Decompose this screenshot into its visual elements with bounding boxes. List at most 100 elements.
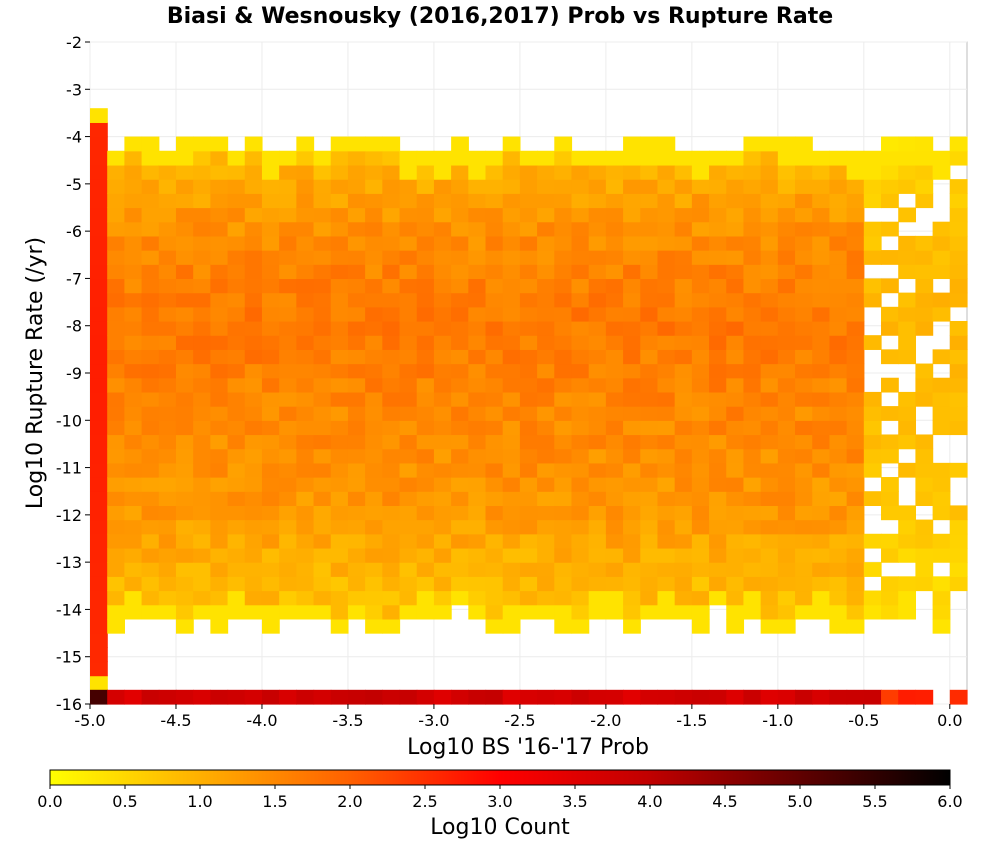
heatmap-cell — [468, 576, 487, 592]
heatmap-cell — [90, 136, 108, 152]
heatmap-cell — [881, 434, 899, 450]
heatmap-cell — [726, 547, 745, 563]
heatmap-cell — [949, 576, 968, 592]
heatmap-cell — [709, 576, 727, 592]
heatmap-cell — [777, 136, 796, 152]
heatmap-cell — [451, 363, 469, 379]
heatmap-cell — [502, 562, 521, 577]
heatmap-cell — [674, 590, 693, 606]
heatmap-cell — [829, 391, 848, 407]
heatmap-cell — [416, 349, 435, 365]
heatmap-cell — [674, 689, 693, 705]
x-axis-label: Log10 BS '16-'17 Prob — [407, 735, 649, 760]
heatmap-cell — [640, 448, 659, 464]
heatmap-cell — [863, 235, 882, 251]
heatmap-cell — [244, 136, 263, 152]
heatmap-cell — [502, 547, 521, 563]
heatmap-cell — [571, 519, 590, 535]
heatmap-cell — [141, 136, 160, 152]
heatmap-cell — [451, 562, 469, 577]
heatmap-cell — [279, 278, 297, 294]
heatmap-cell — [313, 235, 332, 251]
heatmap-cell — [726, 349, 745, 365]
heatmap-cell — [244, 689, 263, 705]
heatmap-cell — [365, 235, 383, 251]
heatmap-cell — [829, 618, 848, 634]
heatmap-cell — [90, 377, 108, 393]
heatmap-cell — [519, 221, 538, 237]
heatmap-cell — [760, 391, 779, 407]
heatmap-cell — [795, 448, 813, 464]
heatmap-cell — [674, 477, 693, 492]
heatmap-cell — [726, 306, 745, 322]
heatmap-cell — [399, 235, 418, 251]
heatmap-cell — [158, 320, 177, 336]
heatmap-cell — [313, 519, 332, 535]
heatmap-cell — [657, 292, 676, 308]
heatmap-cell — [90, 590, 108, 606]
heatmap-cell — [812, 292, 831, 308]
heatmap-cell — [502, 306, 521, 322]
heatmap-cell — [365, 448, 383, 464]
heatmap-cell — [502, 150, 521, 166]
colorbar-tick-label: 3.5 — [562, 792, 587, 811]
heatmap-cell — [107, 179, 125, 194]
heatmap-cell — [949, 207, 968, 223]
heatmap-cell — [605, 264, 624, 280]
heatmap-cell — [846, 320, 865, 336]
heatmap-cell — [193, 207, 211, 223]
heatmap-cell — [347, 590, 366, 606]
heatmap-cell — [124, 207, 143, 223]
heatmap-cell — [554, 604, 573, 620]
heatmap-cell — [210, 179, 229, 194]
heatmap-cell — [795, 420, 813, 436]
heatmap-cell — [519, 519, 538, 535]
heatmap-cell — [124, 562, 143, 577]
heatmap-cell — [605, 320, 624, 336]
heatmap-cell — [175, 547, 194, 563]
heatmap-cell — [537, 179, 555, 194]
heatmap-cell — [158, 533, 177, 549]
heatmap-cell — [330, 349, 349, 365]
heatmap-cell — [175, 150, 194, 166]
heatmap-cell — [691, 193, 710, 209]
heatmap-cell — [795, 306, 813, 322]
heatmap-cell — [399, 491, 418, 506]
heatmap-cell — [863, 420, 882, 436]
heatmap-cell — [175, 505, 194, 521]
heatmap-cell — [399, 448, 418, 464]
colorbar-tick-label: 1.5 — [262, 792, 287, 811]
heatmap-cell — [279, 406, 297, 421]
heatmap-cell — [90, 391, 108, 407]
heatmap-cell — [193, 533, 211, 549]
heatmap-cell — [863, 193, 882, 209]
heatmap-cell — [244, 150, 263, 166]
heatmap-cell — [795, 363, 813, 379]
x-tick-label: -3.5 — [332, 711, 363, 730]
heatmap-cell — [743, 533, 762, 549]
heatmap-cell — [795, 349, 813, 365]
heatmap-cell — [812, 363, 831, 379]
heatmap-cell — [124, 164, 143, 180]
heatmap-cell — [743, 136, 762, 152]
heatmap-cell — [175, 477, 194, 492]
heatmap-cell — [244, 462, 263, 478]
heatmap-cell — [674, 462, 693, 478]
heatmap-cell — [691, 264, 710, 280]
heatmap-cell — [210, 278, 229, 294]
heatmap-cell — [279, 547, 297, 563]
heatmap-cell — [537, 689, 555, 705]
heatmap-cell — [863, 221, 882, 237]
heatmap-cell — [210, 250, 229, 265]
heatmap-cell — [623, 689, 641, 705]
heatmap-cell — [141, 150, 160, 166]
heatmap-cell — [399, 250, 418, 265]
heatmap-cell — [623, 179, 641, 194]
heatmap-cell — [829, 278, 848, 294]
heatmap-cell — [210, 320, 229, 336]
heatmap-cell — [519, 179, 538, 194]
heatmap-cell — [158, 391, 177, 407]
heatmap-cell — [193, 264, 211, 280]
heatmap-cell — [846, 193, 865, 209]
